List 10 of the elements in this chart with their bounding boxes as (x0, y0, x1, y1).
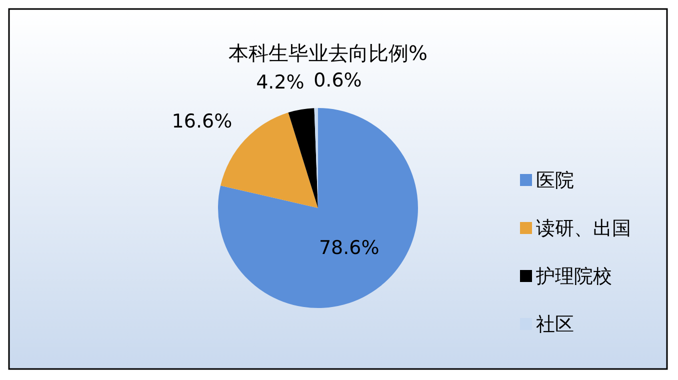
legend-label: 护理院校 (535, 266, 612, 288)
chart-title: 本科生毕业去向比例% (228, 41, 428, 65)
legend-label: 社区 (536, 314, 574, 336)
data-label: 16.6% (172, 110, 232, 133)
data-label: 78.6% (318, 236, 380, 259)
legend-label: 读研、出国 (536, 218, 631, 240)
legend-label: 医院 (536, 170, 574, 192)
data-label: 4.2% (256, 71, 304, 94)
pie-slice (288, 108, 318, 208)
data-label: 0.6% (314, 70, 362, 92)
